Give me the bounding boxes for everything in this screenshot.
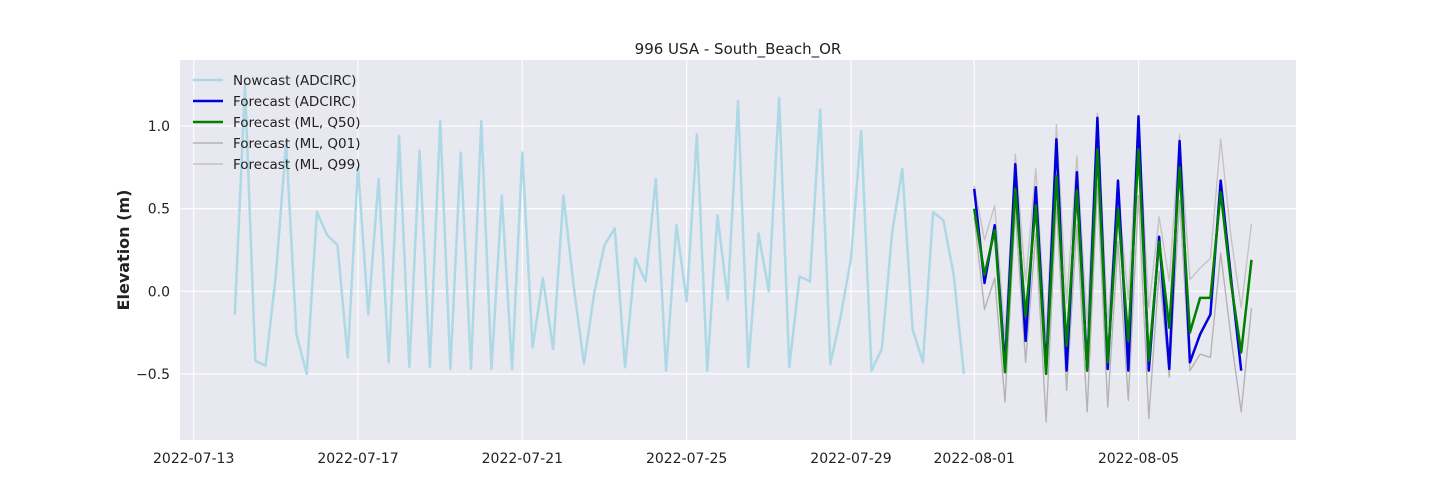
x-tick-label: 2022-07-17 xyxy=(317,451,398,467)
y-axis-tick-labels: −0.5 0.0 0.5 1.0 xyxy=(136,119,170,383)
legend: Nowcast (ADCIRC) Forecast (ADCIRC) Forecas… xyxy=(193,73,361,173)
chart-title: 996 USA - South_Beach_OR xyxy=(635,40,842,59)
series-line xyxy=(973,183,1253,423)
legend-label: Forecast (ADCIRC) xyxy=(233,94,356,110)
series-line xyxy=(972,147,1253,376)
x-tick-label: 2022-07-25 xyxy=(646,451,727,467)
legend-label: Forecast (ML, Q01) xyxy=(233,136,361,152)
y-tick-label: 0.0 xyxy=(148,284,170,300)
legend-label: Forecast (ML, Q50) xyxy=(233,115,361,131)
series-lines xyxy=(233,83,1253,423)
legend-label: Nowcast (ADCIRC) xyxy=(233,73,356,89)
x-tick-label: 2022-08-05 xyxy=(1098,451,1179,467)
x-tick-label: 2022-07-13 xyxy=(153,451,234,467)
y-tick-label: 0.5 xyxy=(148,202,170,218)
series-line xyxy=(233,83,966,376)
y-tick-label: 1.0 xyxy=(148,119,170,135)
legend-label: Forecast (ML, Q99) xyxy=(233,157,361,173)
y-axis-label: Elevation (m) xyxy=(114,190,133,311)
y-tick-label: −0.5 xyxy=(136,367,170,383)
x-tick-label: 2022-07-21 xyxy=(482,451,563,467)
x-tick-label: 2022-07-29 xyxy=(810,451,891,467)
x-tick-label: 2022-08-01 xyxy=(934,451,1015,467)
x-axis-tick-labels: 2022-07-13 2022-07-17 2022-07-21 2022-07-25… xyxy=(153,451,1179,467)
